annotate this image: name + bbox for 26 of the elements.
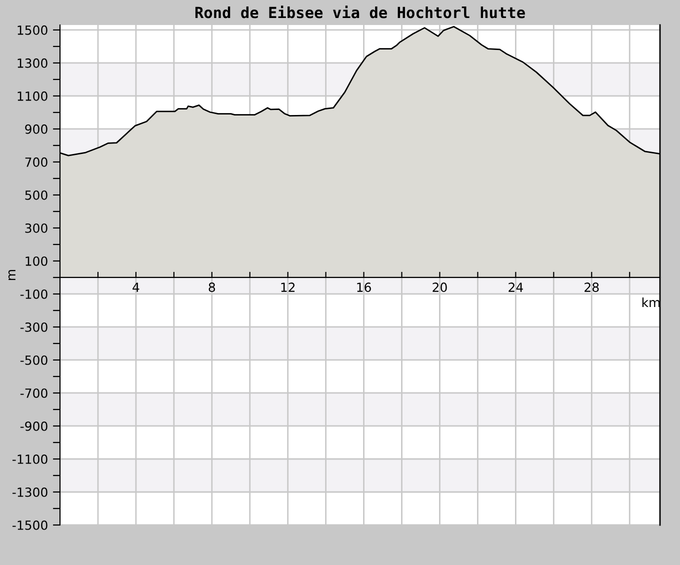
y-tick-label: -300 — [20, 322, 48, 332]
y-tick-label: 500 — [25, 190, 48, 200]
x-tick-label: 4 — [132, 282, 140, 292]
y-tick-label: -100 — [20, 289, 48, 299]
x-tick-label: 24 — [508, 282, 523, 292]
y-tick-label: -900 — [20, 421, 48, 431]
x-axis-title: km — [642, 298, 660, 307]
y-tick-label: 1300 — [18, 58, 48, 68]
x-tick-label: 20 — [432, 282, 447, 292]
y-tick-label: -1100 — [12, 454, 48, 464]
y-axis-title: m — [8, 270, 16, 280]
x-tick-label: 8 — [208, 282, 216, 292]
y-tick-label: -1500 — [12, 520, 48, 530]
x-tick-label: 28 — [584, 282, 599, 292]
y-tick-label: 700 — [25, 157, 48, 167]
y-tick-label: 1100 — [18, 91, 48, 101]
chart-title: Rond de Eibsee via de Hochtorl hutte — [195, 6, 525, 18]
y-tick-label: -1300 — [12, 487, 48, 497]
x-tick-label: 12 — [281, 282, 295, 292]
y-tick-label: -500 — [20, 355, 48, 365]
y-tick-label: -700 — [20, 388, 48, 398]
y-tick-label: 1500 — [18, 25, 48, 35]
y-tick-label: 100 — [26, 256, 48, 266]
y-tick-label: 900 — [25, 124, 48, 134]
x-tick-label: 16 — [357, 282, 371, 292]
y-tick-label: 300 — [25, 223, 48, 233]
